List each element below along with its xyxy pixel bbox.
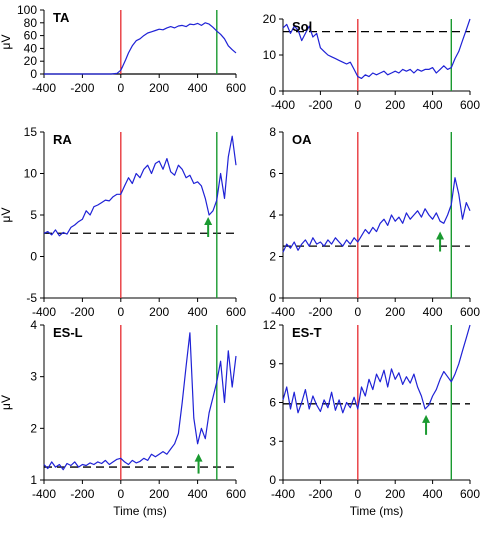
x-tick-label: 400	[188, 487, 208, 501]
arrow-icon	[194, 453, 203, 474]
panel-title: RA	[53, 132, 72, 147]
y-tick-label: 0	[269, 84, 276, 98]
y-tick-label: 0	[269, 473, 276, 487]
y-tick-label: 20	[263, 12, 277, 26]
emg-trace	[44, 22, 237, 75]
y-tick-label: 20	[24, 54, 38, 68]
x-tick-label: -200	[308, 305, 332, 319]
y-axis-label: μV	[0, 35, 13, 50]
x-axis-label: Time (ms)	[350, 504, 404, 518]
y-tick-label: 2	[30, 421, 37, 435]
x-tick-label: -200	[70, 487, 94, 501]
arrow-icon	[436, 231, 445, 252]
y-tick-label: 80	[24, 16, 38, 30]
y-tick-label: 60	[24, 29, 38, 43]
x-tick-label: 400	[423, 487, 443, 501]
x-tick-label: 0	[117, 305, 124, 319]
x-tick-label: -200	[70, 81, 94, 95]
x-tick-label: -400	[32, 81, 56, 95]
y-tick-label: 4	[269, 208, 276, 222]
x-tick-label: 400	[188, 81, 208, 95]
emg-trace	[43, 135, 237, 237]
x-tick-label: 200	[385, 487, 405, 501]
y-tick-label: 6	[269, 396, 276, 410]
x-tick-label: -200	[308, 98, 332, 112]
y-tick-label: 0	[30, 67, 37, 81]
panel-sol: 0 10 20 -400 -200 0 200 400 600 Sol	[263, 12, 481, 112]
x-tick-label: 200	[149, 305, 169, 319]
x-tick-label: -400	[32, 305, 56, 319]
panel-title: TA	[53, 10, 70, 25]
x-tick-label: 600	[460, 487, 480, 501]
y-tick-label: 9	[269, 357, 276, 371]
x-axis-label: Time (ms)	[113, 504, 167, 518]
y-tick-label: 2	[269, 250, 276, 264]
x-tick-label: 200	[149, 487, 169, 501]
y-tick-label: 8	[269, 125, 276, 139]
y-tick-label: 3	[30, 370, 37, 384]
y-axis-label: μV	[0, 208, 13, 223]
x-tick-label: 0	[117, 81, 124, 95]
x-tick-label: 0	[354, 98, 361, 112]
x-tick-label: 200	[385, 305, 405, 319]
x-tick-label: 0	[354, 487, 361, 501]
y-axis-label: μV	[0, 395, 13, 410]
panel-title: ES-T	[292, 325, 322, 340]
x-tick-label: -400	[271, 98, 295, 112]
emg-trace	[282, 324, 471, 414]
emg-trace	[43, 332, 237, 471]
emg-trace	[282, 177, 471, 253]
panel-oa: 0 2 4 6 8 -400 -200 0 200 400 600 OA	[269, 125, 480, 319]
panel-ra: -5 0 5 10 15 -400 -200 0 200 400 600 RA μV	[0, 125, 246, 319]
x-tick-label: 600	[226, 81, 246, 95]
y-tick-label: 0	[30, 250, 37, 264]
panel-es-t: 0 3 6 9 12 -400 -200 0 200 400 600 ES-T Time (ms)	[263, 318, 481, 518]
panel-title: Sol	[292, 19, 312, 34]
x-tick-label: -400	[271, 305, 295, 319]
arrow-icon	[422, 414, 431, 435]
x-tick-label: 400	[423, 305, 443, 319]
y-tick-label: 5	[30, 208, 37, 222]
panel-title: OA	[292, 132, 312, 147]
x-tick-label: 0	[117, 487, 124, 501]
x-tick-label: 600	[226, 487, 246, 501]
x-tick-label: 400	[188, 305, 208, 319]
x-tick-label: -400	[32, 487, 56, 501]
y-tick-label: 100	[17, 3, 37, 17]
y-tick-label: 6	[269, 167, 276, 181]
y-tick-label: 1	[30, 473, 37, 487]
panel-title: ES-L	[53, 325, 83, 340]
x-tick-label: 0	[354, 305, 361, 319]
x-tick-label: 600	[460, 305, 480, 319]
y-tick-label: 10	[24, 167, 38, 181]
arrow-icon	[204, 217, 213, 237]
y-tick-label: 15	[24, 125, 38, 139]
x-tick-label: 600	[226, 305, 246, 319]
x-tick-label: -200	[70, 305, 94, 319]
y-tick-label: -5	[26, 291, 37, 305]
y-tick-label: 4	[30, 318, 37, 332]
y-tick-label: 0	[269, 291, 276, 305]
x-tick-label: 400	[423, 98, 443, 112]
y-tick-label: 10	[263, 48, 277, 62]
x-tick-label: 200	[149, 81, 169, 95]
x-tick-label: -200	[308, 487, 332, 501]
panel-es-l: 1 2 3 4 -400 -200 0 200 400 600 ES-L μV Time (ms)	[0, 318, 246, 518]
emg-trace	[282, 18, 471, 80]
y-tick-label: 12	[263, 318, 277, 332]
y-tick-label: 3	[269, 434, 276, 448]
y-tick-label: 40	[24, 41, 38, 55]
x-tick-label: 600	[460, 98, 480, 112]
x-tick-label: -400	[271, 487, 295, 501]
x-tick-label: 200	[385, 98, 405, 112]
